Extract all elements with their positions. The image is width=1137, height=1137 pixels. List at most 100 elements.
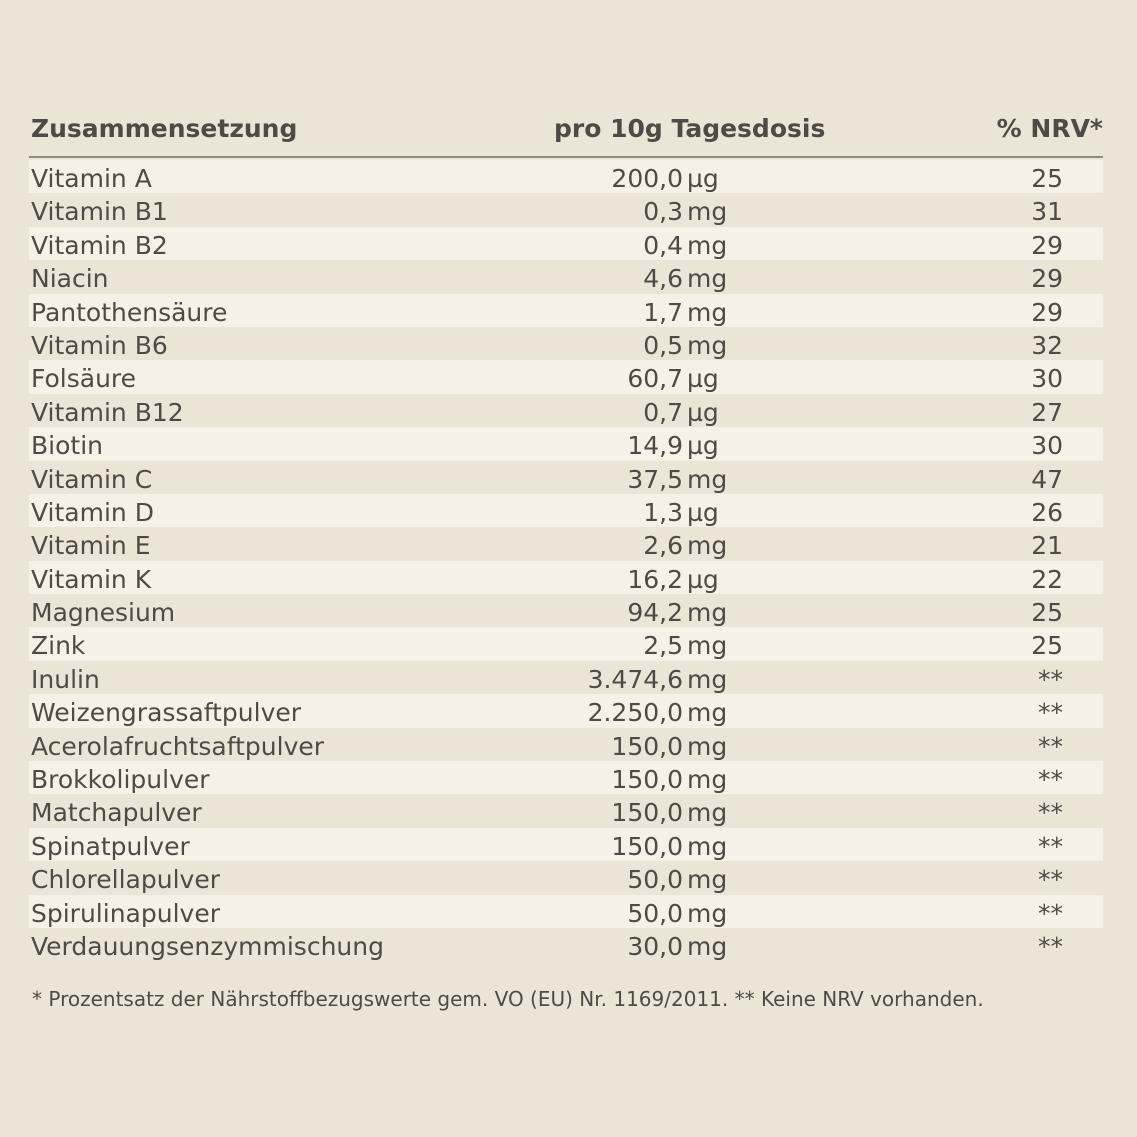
amount-value: 50,0 xyxy=(627,898,683,928)
amount-unit: mg xyxy=(687,831,728,861)
nrv-value: 30 xyxy=(1031,431,1063,461)
nrv-value: 31 xyxy=(1031,197,1063,227)
table-row: Biotin 14,9 µg 30 xyxy=(29,427,1103,461)
table-row: Vitamin B6 0,5 mg 32 xyxy=(29,326,1103,361)
nrv-value: 30 xyxy=(1031,364,1063,394)
amount-unit: mg xyxy=(687,297,728,327)
table-row: Inulin 3.474,6 mg ** xyxy=(29,660,1103,695)
amount-value: 4,6 xyxy=(643,264,683,294)
nutrient-name: Vitamin D xyxy=(31,497,154,527)
nrv-value: ** xyxy=(1038,831,1063,861)
nrv-value: 29 xyxy=(1031,230,1063,260)
amount-unit: mg xyxy=(687,197,728,227)
amount-value: 200,0 xyxy=(611,164,683,193)
nrv-value: ** xyxy=(1038,664,1063,694)
amount-value: 14,9 xyxy=(627,431,683,461)
table-row: Vitamin B12 0,7 µg 27 xyxy=(29,393,1103,428)
nutrient-name: Vitamin A xyxy=(31,164,152,193)
nutrient-name: Spinatpulver xyxy=(31,831,190,861)
nrv-value: ** xyxy=(1038,931,1063,961)
nutrient-name: Folsäure xyxy=(31,364,137,394)
amount-value: 0,7 xyxy=(643,397,683,427)
nutrient-name: Spirulinapulver xyxy=(31,898,220,928)
nrv-value: 25 xyxy=(1031,164,1063,193)
nutrient-name: Vitamin B1 xyxy=(31,197,168,227)
nrv-value: 29 xyxy=(1031,297,1063,327)
table-row: Verdauungsenzymmischung 30,0 mg ** xyxy=(29,927,1103,962)
amount-value: 2,6 xyxy=(643,531,683,561)
amount-value: 2,5 xyxy=(643,631,683,661)
nutrient-name: Niacin xyxy=(31,264,109,294)
amount-unit: µg xyxy=(687,431,719,461)
table-row: Zink 2,5 mg 25 xyxy=(29,627,1103,661)
nrv-value: 47 xyxy=(1031,464,1063,494)
amount-unit: mg xyxy=(687,798,728,828)
nutrient-name: Vitamin E xyxy=(31,531,151,561)
amount-value: 150,0 xyxy=(611,731,683,761)
table-row: Matchapulver 150,0 mg ** xyxy=(29,794,1103,828)
amount-value: 3.474,6 xyxy=(587,664,683,694)
amount-unit: mg xyxy=(687,731,728,761)
amount-unit: mg xyxy=(687,230,728,260)
amount-unit: mg xyxy=(687,898,728,928)
amount-value: 94,2 xyxy=(627,598,683,628)
header-daily-dose: pro 10g Tagesdosis xyxy=(554,114,826,143)
nutrient-name: Vitamin B2 xyxy=(31,230,168,260)
amount-unit: mg xyxy=(687,631,728,661)
nrv-value: 29 xyxy=(1031,264,1063,294)
amount-value: 150,0 xyxy=(611,765,683,795)
nutrient-name: Inulin xyxy=(31,664,100,694)
table-header: Zusammensetzung pro 10g Tagesdosis % NRV… xyxy=(29,108,1103,158)
amount-unit: µg xyxy=(687,364,719,394)
nrv-value: 27 xyxy=(1031,397,1063,427)
amount-unit: mg xyxy=(687,330,728,360)
table-body: Vitamin A 200,0 µg 25 Vitamin B1 0,3 mg 31 Vita… xyxy=(29,160,1103,962)
amount-unit: µg xyxy=(687,164,719,193)
nrv-value: 22 xyxy=(1031,564,1063,594)
nutrient-name: Vitamin B12 xyxy=(31,397,184,427)
nutrient-name: Vitamin K xyxy=(31,564,152,594)
nutrient-name: Vitamin C xyxy=(31,464,153,494)
amount-value: 1,7 xyxy=(643,297,683,327)
nutrition-table: Zusammensetzung pro 10g Tagesdosis % NRV… xyxy=(29,108,1103,962)
amount-value: 60,7 xyxy=(627,364,683,394)
amount-value: 0,5 xyxy=(643,330,683,360)
amount-unit: mg xyxy=(687,931,728,961)
amount-value: 150,0 xyxy=(611,798,683,828)
nutrient-name: Brokkolipulver xyxy=(31,765,210,795)
nutrient-name: Pantothensäure xyxy=(31,297,228,327)
table-row: Chlorellapulver 50,0 mg ** xyxy=(29,861,1103,895)
nrv-value: ** xyxy=(1038,765,1063,795)
table-row: Brokkolipulver 150,0 mg ** xyxy=(29,761,1103,795)
amount-unit: mg xyxy=(687,698,728,728)
table-row: Vitamin B1 0,3 mg 31 xyxy=(29,193,1103,227)
nrv-value: ** xyxy=(1038,731,1063,761)
amount-unit: mg xyxy=(687,765,728,795)
nrv-value: 26 xyxy=(1031,497,1063,527)
nutrient-name: Biotin xyxy=(31,431,103,461)
amount-value: 0,3 xyxy=(643,197,683,227)
amount-value: 50,0 xyxy=(627,865,683,895)
nrv-value: 21 xyxy=(1031,531,1063,561)
table-row: Acerolafruchtsaftpulver 150,0 mg ** xyxy=(29,727,1103,762)
amount-value: 16,2 xyxy=(627,564,683,594)
amount-value: 2.250,0 xyxy=(587,698,683,728)
table-row: Folsäure 60,7 µg 30 xyxy=(29,360,1103,394)
amount-unit: mg xyxy=(687,664,728,694)
nutrient-name: Zink xyxy=(31,631,86,661)
nutrient-name: Weizengrassaftpulver xyxy=(31,698,302,728)
amount-value: 150,0 xyxy=(611,831,683,861)
table-row: Spinatpulver 150,0 mg ** xyxy=(29,827,1103,862)
amount-unit: µg xyxy=(687,397,719,427)
amount-unit: mg xyxy=(687,531,728,561)
nrv-value: 32 xyxy=(1031,330,1063,360)
table-row: Vitamin B2 0,4 mg 29 xyxy=(29,226,1103,261)
table-row: Vitamin K 16,2 µg 22 xyxy=(29,560,1103,595)
amount-unit: mg xyxy=(687,598,728,628)
table-row: Vitamin C 37,5 mg 47 xyxy=(29,460,1103,494)
amount-value: 0,4 xyxy=(643,230,683,260)
nutrient-name: Verdauungsenzymmischung xyxy=(31,931,384,961)
table-row: Vitamin E 2,6 mg 21 xyxy=(29,527,1103,561)
nrv-value: ** xyxy=(1038,798,1063,828)
footnote: * Prozentsatz der Nährstoffbezugswerte g… xyxy=(32,987,984,1011)
